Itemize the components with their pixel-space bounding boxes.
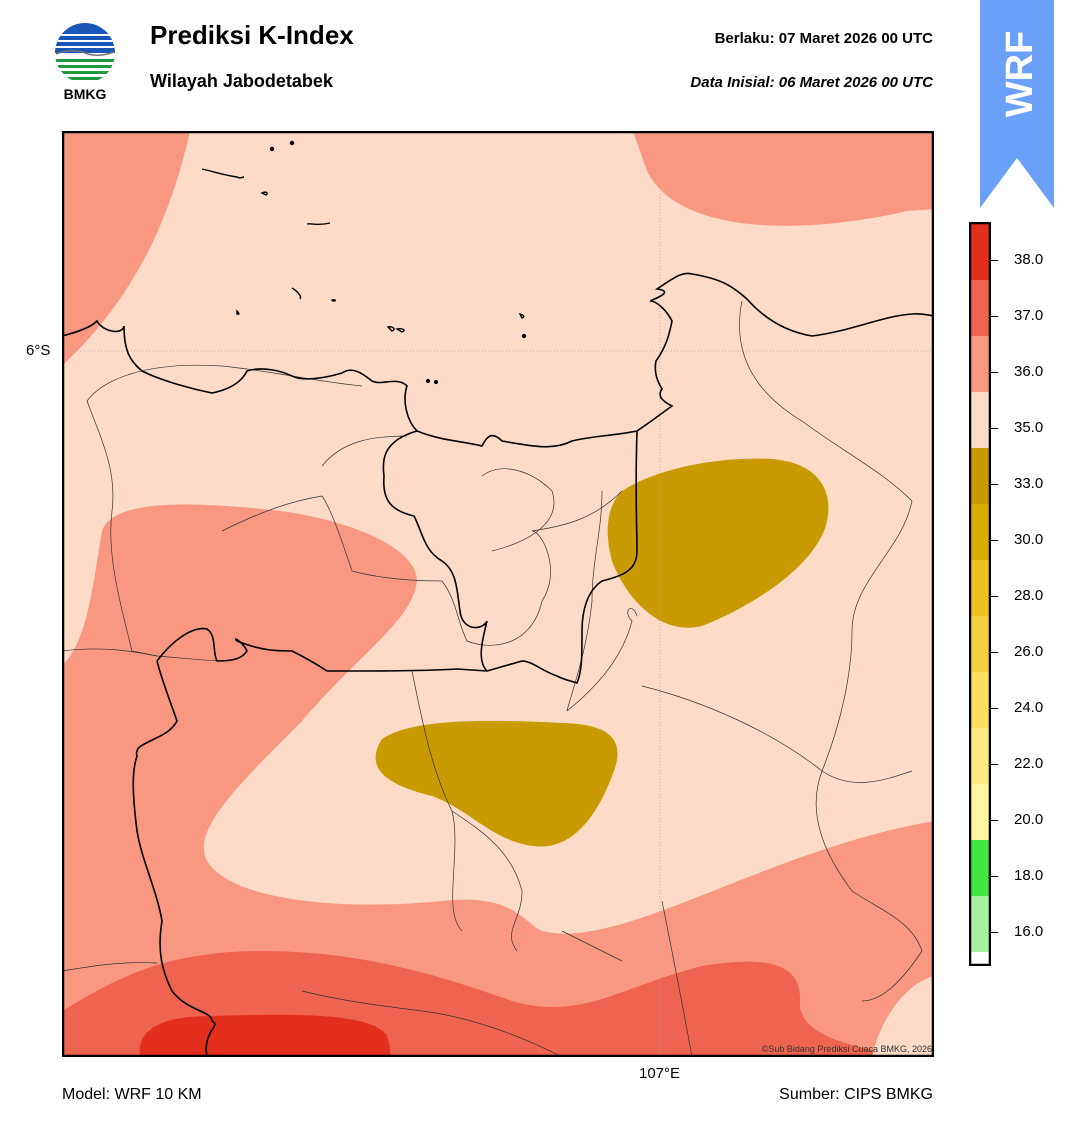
- colorbar-tick: [991, 876, 998, 877]
- colorbar-tick-label: 37.0: [1014, 307, 1044, 324]
- fill-38-plus: [139, 1014, 391, 1057]
- page-title: Prediksi K-Index: [150, 20, 354, 50]
- colorbar-tick-label: 16.0: [1014, 923, 1044, 940]
- fill-36-37-ne: [633, 131, 934, 226]
- latitude-label: 6°S: [26, 342, 51, 359]
- colorbar-segment: [969, 224, 991, 280]
- colorbar-segment: [969, 280, 991, 336]
- colorbar-tick: [991, 764, 998, 765]
- colorbar-tick: [991, 428, 998, 429]
- coastline: [62, 272, 934, 448]
- colorbar-segment: [969, 728, 991, 784]
- copyright-text: ©Sub Bidang Prediksi Cuaca BMKG, 2026: [761, 1044, 932, 1054]
- colorbar-tick-label: 30.0: [1014, 531, 1044, 548]
- colorbar-tick-label: 35.0: [1014, 419, 1044, 436]
- colorbar-tick-label: 26.0: [1014, 643, 1044, 660]
- wrf-badge-text: WRF: [999, 31, 1041, 118]
- colorbar: [968, 221, 992, 967]
- fill-36-37-south: [62, 504, 934, 1057]
- fill-36-37-nw: [62, 131, 190, 366]
- region-subtitle: Wilayah Jabodetabek: [150, 71, 333, 91]
- colorbar-segment: [969, 616, 991, 672]
- colorbar-segment: [969, 560, 991, 616]
- colorbar-tick: [991, 372, 998, 373]
- logo-text: BMKG: [64, 86, 107, 102]
- colorbar-segment: [969, 840, 991, 896]
- colorbar-tick: [991, 652, 998, 653]
- colorbar-segment: [969, 504, 991, 560]
- colorbar-tick-label: 38.0: [1014, 251, 1044, 268]
- colorbar-segment: [969, 952, 991, 964]
- islands: [201, 140, 527, 385]
- colorbar-segment: [969, 672, 991, 728]
- colorbar-segment: [969, 392, 991, 448]
- init-time: Data Inisial: 06 Maret 2026 00 UTC: [690, 74, 933, 91]
- regency-borders: [62, 300, 923, 1057]
- colorbar-tick: [991, 316, 998, 317]
- fill-33-35-south: [375, 720, 618, 847]
- bmkg-logo: BMKG: [52, 20, 118, 102]
- colorbar-tick-label: 18.0: [1014, 867, 1044, 884]
- colorbar-segment: [969, 784, 991, 840]
- colorbar-tick-label: 24.0: [1014, 699, 1044, 716]
- colorbar-tick: [991, 484, 998, 485]
- colorbar-tick-label: 36.0: [1014, 363, 1044, 380]
- colorbar-tick: [991, 708, 998, 709]
- colorbar-tick: [991, 596, 998, 597]
- colorbar-tick: [991, 540, 998, 541]
- colorbar-tick-label: 22.0: [1014, 755, 1044, 772]
- colorbar-tick-label: 28.0: [1014, 587, 1044, 604]
- colorbar-segment: [969, 896, 991, 952]
- source-label: Sumber: CIPS BMKG: [779, 1086, 933, 1103]
- k-index-map: [62, 131, 934, 1057]
- colorbar-segment: [969, 448, 991, 504]
- province-borders: [132, 430, 638, 1057]
- colorbar-tick: [991, 932, 998, 933]
- wrf-badge: WRF: [980, 0, 1054, 210]
- valid-time: Berlaku: 07 Maret 2026 00 UTC: [714, 30, 933, 47]
- fill-33-35-east: [607, 458, 829, 628]
- colorbar-tick: [991, 260, 998, 261]
- fill-35-36-se: [872, 976, 934, 1057]
- colorbar-segment: [969, 336, 991, 392]
- colorbar-tick-label: 20.0: [1014, 811, 1044, 828]
- model-label: Model: WRF 10 KM: [62, 1086, 202, 1103]
- longitude-label: 107°E: [639, 1065, 681, 1082]
- colorbar-tick: [991, 820, 998, 821]
- colorbar-tick-label: 33.0: [1014, 475, 1044, 492]
